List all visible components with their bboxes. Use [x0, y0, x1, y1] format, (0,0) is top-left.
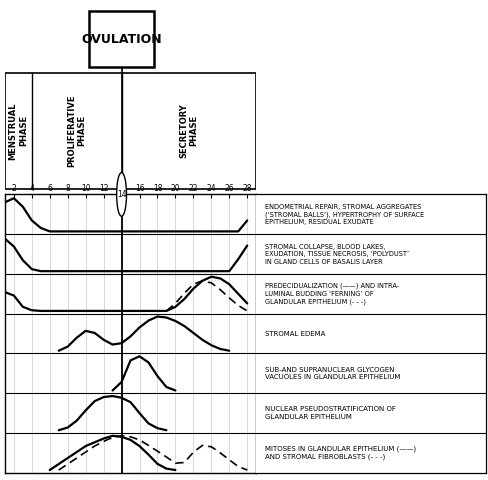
Text: PREDECIDUALIZATION (——) AND INTRA-
LUMINAL BUDDING ‘FERNING’ OF
GLANDULAR EPITHE: PREDECIDUALIZATION (——) AND INTRA- LUMIN… — [265, 283, 400, 305]
Text: OVULATION: OVULATION — [81, 33, 162, 46]
Text: SUB-AND SUPRANUCLEAR GLYCOGEN
VACUOLES IN GLANDULAR EPITHELIUM: SUB-AND SUPRANUCLEAR GLYCOGEN VACUOLES I… — [265, 367, 401, 380]
Text: MENSTRUAL
PHASE: MENSTRUAL PHASE — [9, 102, 28, 159]
Text: STROMAL EDEMA: STROMAL EDEMA — [265, 331, 326, 336]
Text: SECRETORY
PHASE: SECRETORY PHASE — [179, 103, 199, 158]
Bar — [89, 11, 154, 67]
Text: 14: 14 — [117, 190, 126, 199]
Text: STROMAL COLLAPSE, BLOOD LAKES,
EXUDATION, TISSUE NECROSIS, ‘POLYDUST’
IN GLAND C: STROMAL COLLAPSE, BLOOD LAKES, EXUDATION… — [265, 243, 409, 264]
Bar — [5, 73, 256, 189]
Text: PROLIFERATIVE
PHASE: PROLIFERATIVE PHASE — [67, 95, 86, 167]
Text: ENDOMETRIAL REPAIR, STROMAL AGGREGATES
(‘STROMAL BALLS’), HYPERTROPHY OF SURFACE: ENDOMETRIAL REPAIR, STROMAL AGGREGATES (… — [265, 204, 425, 225]
Circle shape — [117, 172, 126, 216]
Text: MITOSES IN GLANDULAR EPITHELIUM (——)
AND STROMAL FIBROBLASTS (- - -): MITOSES IN GLANDULAR EPITHELIUM (——) AND… — [265, 445, 416, 460]
Text: NUCLEAR PSEUDOSTRATIFICATION OF
GLANDULAR EPITHELIUM: NUCLEAR PSEUDOSTRATIFICATION OF GLANDULA… — [265, 407, 396, 420]
